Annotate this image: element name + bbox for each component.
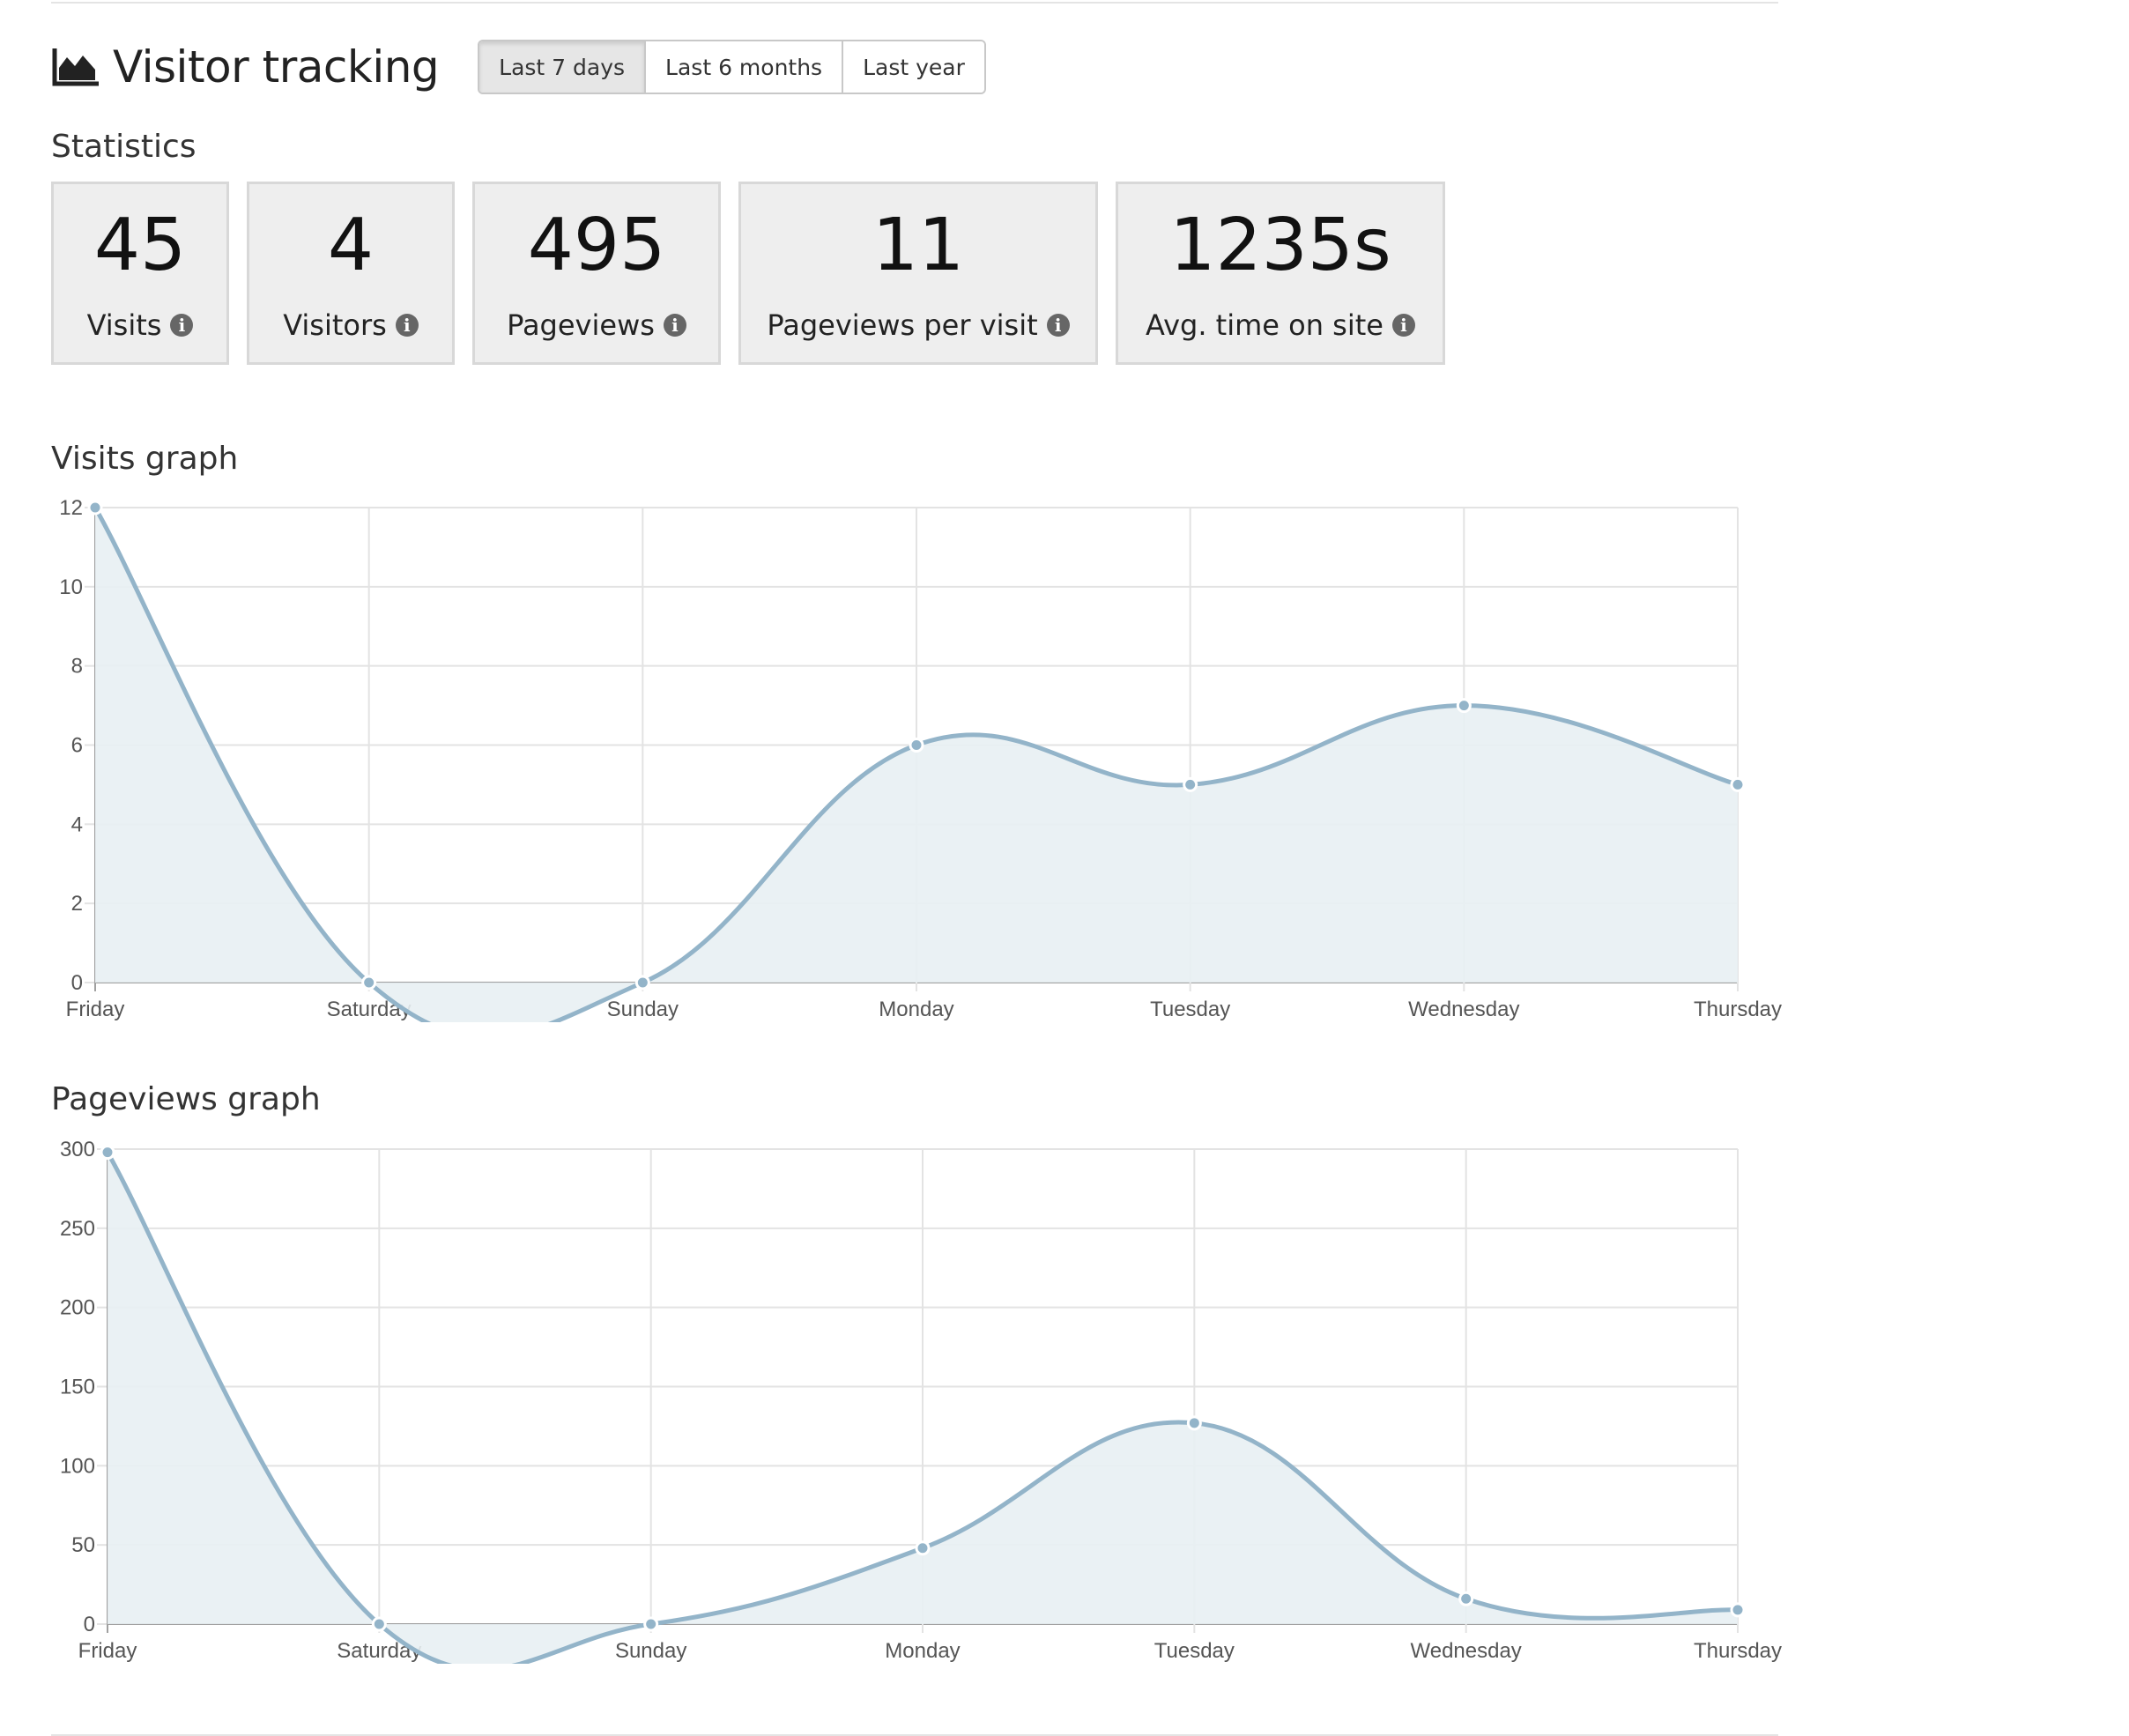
data-point xyxy=(1730,776,1746,792)
series-area xyxy=(95,508,1738,1022)
stat-pageviews-per-visit-label: Pageviews per visit xyxy=(767,308,1038,342)
x-tick-label: Sunday xyxy=(615,1639,686,1663)
data-point xyxy=(915,1540,931,1556)
page-header: Visitor tracking Last 7 days Last 6 mont… xyxy=(51,33,986,100)
stat-visitors: 4 Visitors i xyxy=(247,182,455,365)
y-tick-label: 6 xyxy=(71,734,83,758)
x-tick-label: Thursday xyxy=(1694,998,1782,1021)
x-tick-label: Tuesday xyxy=(1154,1639,1235,1663)
statistics-panel: 45 Visits i 4 Visitors i 495 Pageviews i 11… xyxy=(51,182,1445,365)
y-tick-label: 250 xyxy=(60,1217,95,1241)
info-circle-icon[interactable]: i xyxy=(1046,314,1070,337)
range-selector: Last 7 days Last 6 months Last year xyxy=(478,40,986,94)
data-point xyxy=(1458,1591,1474,1606)
series-line xyxy=(93,506,1739,1022)
data-point xyxy=(361,975,377,990)
info-circle-icon[interactable]: i xyxy=(663,314,686,337)
data-point xyxy=(87,500,103,516)
range-last-7-days-button[interactable]: Last 7 days xyxy=(479,41,647,93)
stat-visitors-value: 4 xyxy=(327,204,375,287)
range-last-6-months-button[interactable]: Last 6 months xyxy=(646,41,844,93)
x-tick-label: Friday xyxy=(78,1639,137,1663)
statistics-heading: Statistics xyxy=(51,129,197,165)
data-point xyxy=(1186,1415,1202,1431)
stat-avg-time-on-site-label: Avg. time on site xyxy=(1146,308,1383,342)
y-tick-label: 50 xyxy=(71,1533,95,1557)
x-tick-label: Tuesday xyxy=(1150,998,1230,1021)
visits-graph-heading: Visits graph xyxy=(51,441,239,477)
stat-avg-time-on-site: 1235s Avg. time on site i xyxy=(1116,182,1445,365)
stat-pageviews-per-visit-value: 11 xyxy=(872,204,965,287)
pageviews-graph-heading: Pageviews graph xyxy=(51,1081,321,1117)
stat-pageviews: 495 Pageviews i xyxy=(472,182,721,365)
stat-avg-time-on-site-value: 1235s xyxy=(1169,204,1391,287)
info-circle-icon[interactable]: i xyxy=(395,314,419,337)
y-tick-label: 150 xyxy=(60,1376,95,1399)
y-tick-label: 0 xyxy=(84,1613,95,1636)
stat-visitors-label: Visitors xyxy=(283,308,387,342)
data-point xyxy=(909,738,924,753)
series-area xyxy=(108,1152,1738,1664)
stat-pageviews-value: 495 xyxy=(527,204,666,287)
data-point xyxy=(100,1145,115,1161)
range-last-year-button[interactable]: Last year xyxy=(843,41,984,93)
data-point xyxy=(371,1616,387,1632)
data-point xyxy=(1730,1602,1746,1618)
stat-pageviews-label: Pageviews xyxy=(507,308,655,342)
x-tick-label: Friday xyxy=(66,998,125,1021)
x-tick-label: Wednesday xyxy=(1411,1639,1522,1663)
data-point xyxy=(1183,776,1198,792)
stat-visits-label: Visits xyxy=(86,308,162,342)
x-tick-label: Wednesday xyxy=(1408,998,1519,1021)
stat-pageviews-per-visit: 11 Pageviews per visit i xyxy=(738,182,1098,365)
top-divider xyxy=(51,2,1778,4)
info-circle-icon[interactable]: i xyxy=(1391,314,1415,337)
y-tick-label: 2 xyxy=(71,892,83,916)
stat-visits: 45 Visits i xyxy=(51,182,229,365)
data-point xyxy=(634,975,650,990)
x-tick-label: Monday xyxy=(879,998,953,1021)
y-tick-label: 300 xyxy=(60,1138,95,1161)
x-tick-label: Thursday xyxy=(1694,1639,1782,1663)
data-point xyxy=(1456,698,1472,714)
y-tick-label: 12 xyxy=(59,496,83,520)
y-tick-label: 100 xyxy=(60,1454,95,1478)
area-chart-icon xyxy=(52,48,99,86)
x-tick-label: Monday xyxy=(885,1639,960,1663)
page-title: Visitor tracking xyxy=(113,41,440,93)
data-point xyxy=(643,1616,659,1632)
stat-visits-value: 45 xyxy=(93,204,187,287)
y-tick-label: 4 xyxy=(71,812,83,836)
y-tick-label: 200 xyxy=(60,1296,95,1320)
x-tick-label: Sunday xyxy=(607,998,679,1021)
y-tick-label: 10 xyxy=(59,575,83,599)
y-tick-label: 0 xyxy=(71,971,83,995)
series-line xyxy=(105,1151,1739,1664)
y-tick-label: 8 xyxy=(71,655,83,679)
info-circle-icon[interactable]: i xyxy=(170,314,194,337)
